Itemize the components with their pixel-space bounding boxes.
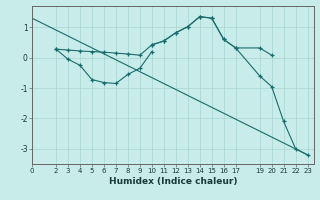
X-axis label: Humidex (Indice chaleur): Humidex (Indice chaleur) bbox=[108, 177, 237, 186]
